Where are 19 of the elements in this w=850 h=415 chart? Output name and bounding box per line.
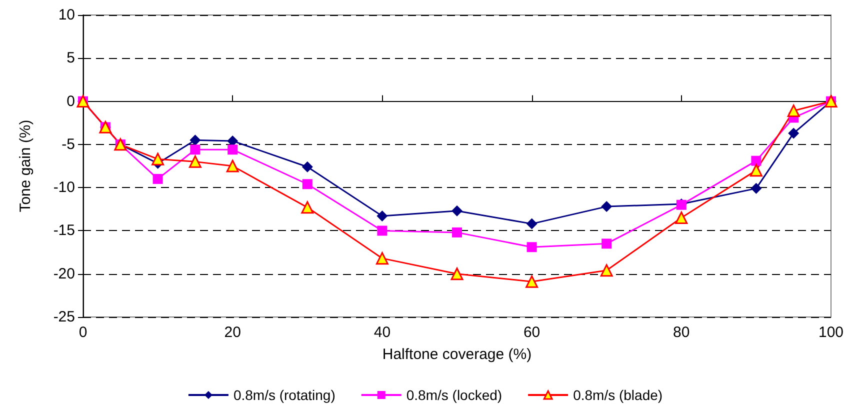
x-tick-label: 60: [523, 324, 540, 341]
x-tick-label: 20: [224, 324, 241, 341]
y-tick-label: 5: [66, 50, 75, 67]
y-tick-label: -10: [53, 179, 75, 196]
x-tick-label: 40: [374, 324, 391, 341]
legend-label: 0.8m/s (blade): [573, 387, 663, 403]
y-tick-label: -5: [62, 136, 75, 153]
x-tick-label: 80: [673, 324, 690, 341]
y-tick-label: -25: [53, 308, 75, 326]
legend-label: 0.8m/s (locked): [406, 387, 502, 403]
x-axis-title: Halftone coverage (%): [382, 346, 532, 363]
y-tick-label: 0: [66, 92, 75, 110]
x-tick-label: 100: [818, 324, 844, 341]
legend-label: 0.8m/s (rotating): [233, 387, 336, 403]
y-tick-label: 10: [58, 6, 75, 24]
y-tick-label: -20: [53, 265, 75, 282]
y-tick-label: -15: [53, 222, 75, 240]
y-axis-title: Tone gain (%): [17, 120, 34, 212]
x-tick-label: 0: [78, 324, 88, 341]
